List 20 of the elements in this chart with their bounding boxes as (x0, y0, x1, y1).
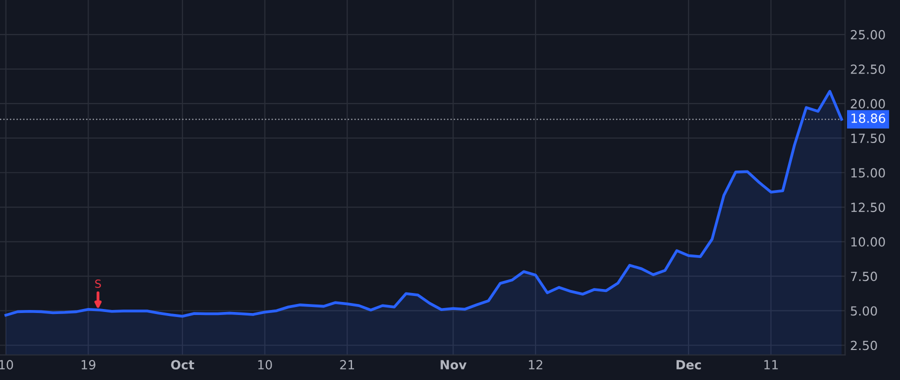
x-tick-label: Nov (440, 360, 467, 370)
y-tick-label: 12.50 (851, 202, 885, 212)
y-tick-label: 10.00 (851, 237, 885, 247)
y-tick-label: 15.00 (851, 168, 885, 178)
y-tick-label: 22.50 (850, 64, 885, 74)
x-tick-label: 21 (340, 360, 354, 370)
y-tick-label: 5.00 (850, 306, 877, 316)
x-tick-label: 10 (258, 360, 272, 370)
y-tick-label: 2.50 (850, 340, 877, 350)
y-tick-label: 17.50 (851, 134, 885, 144)
y-tick-label: 7.50 (850, 272, 877, 282)
x-tick-label: Oct (171, 360, 194, 370)
x-tick-label: Dec (676, 360, 701, 370)
annotation: S (95, 279, 101, 288)
x-tick-label: 19 (82, 360, 96, 370)
y-tick-label: 20.00 (850, 99, 885, 109)
x-tick-label: 12 (528, 360, 542, 370)
y-tick-label: 25.00 (850, 30, 885, 40)
ref-line-label: 18.86 (852, 113, 886, 123)
x-tick-label: 11 (764, 360, 778, 370)
